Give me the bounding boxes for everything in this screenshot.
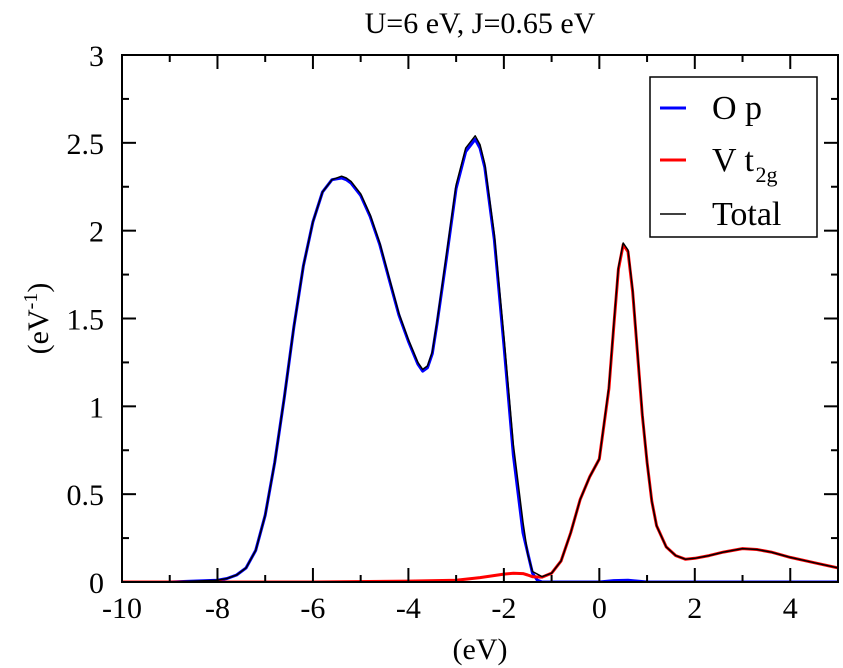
legend-label-vt2g: V t	[712, 142, 754, 179]
x-axis-label: (eV)	[453, 633, 508, 666]
y-tick-label: 0.5	[67, 479, 105, 512]
y-tick-label: 2	[89, 216, 104, 249]
y-axis-label: (eV-1)	[20, 283, 55, 355]
legend-label-op: O p	[712, 90, 762, 127]
y-axis-label-close: )	[22, 283, 55, 293]
legend-box	[649, 76, 818, 238]
y-axis-label-sup: -1	[20, 293, 42, 310]
x-tick-label: -6	[300, 592, 325, 625]
y-tick-label: 1	[89, 391, 104, 424]
series-line-vt2g	[122, 243, 838, 582]
legend-label-total: Total	[712, 196, 781, 233]
y-axis-label-base: (eV	[22, 309, 55, 354]
x-tick-label: -4	[396, 592, 421, 625]
x-tick-label: -2	[491, 592, 516, 625]
series-layer	[122, 135, 838, 582]
y-tick-label: 0	[89, 567, 104, 600]
legend: O p V t 2g Total	[649, 76, 818, 238]
ticks-layer: -10 -8 -6 -4 -2 0 2 4 0 0.5 1 1.5 2 2.5 3	[67, 40, 838, 625]
y-tick-label: 1.5	[67, 304, 105, 337]
x-tick-label: 0	[592, 592, 607, 625]
y-tick-label: 2.5	[67, 128, 105, 161]
legend-sub-vt2g: 2g	[755, 162, 777, 187]
x-tick-label: 4	[783, 592, 798, 625]
series-line-total	[122, 135, 838, 582]
y-tick-label: 3	[89, 40, 104, 73]
x-tick-label: -8	[205, 592, 230, 625]
chart-title: U=6 eV, J=0.65 eV	[365, 7, 596, 40]
x-tick-label: 2	[687, 592, 702, 625]
x-tick-label: -10	[102, 592, 142, 625]
